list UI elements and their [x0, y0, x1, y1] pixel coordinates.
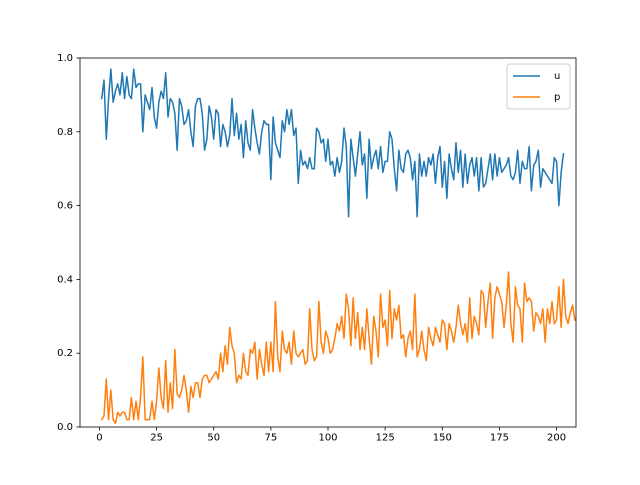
x-tick-label: 175: [490, 432, 509, 443]
y-tick-label: 0.2: [57, 348, 73, 359]
y-tick-label: 0.8: [57, 127, 73, 138]
x-tick-label: 25: [150, 432, 163, 443]
y-tick-label: 0.6: [57, 201, 73, 212]
y-tick-label: 0.0: [57, 422, 73, 433]
series-line-p: [100, 271, 576, 425]
x-tick-label: 100: [318, 432, 337, 443]
x-tick-label: 200: [547, 432, 566, 443]
x-tick-label: 125: [376, 432, 395, 443]
x-tick-label: 50: [207, 432, 220, 443]
y-tick-label: 0.4: [57, 274, 73, 285]
x-tick-label: 150: [433, 432, 452, 443]
series-layer: [100, 68, 576, 425]
axes-layer: 0 25 50 75 100 125 150 175 200 0.0 0.2 0.4 0.6 0.8 1.0: [57, 53, 577, 443]
legend-label-u: u: [554, 71, 560, 82]
x-tick-label: 0: [96, 432, 102, 443]
legend-box: [506, 63, 571, 110]
legend: u p: [506, 63, 571, 110]
y-tick-label: 1.0: [57, 53, 73, 64]
x-tick-label: 75: [264, 432, 277, 443]
series-line-u: [100, 68, 565, 218]
legend-label-p: p: [554, 92, 560, 103]
